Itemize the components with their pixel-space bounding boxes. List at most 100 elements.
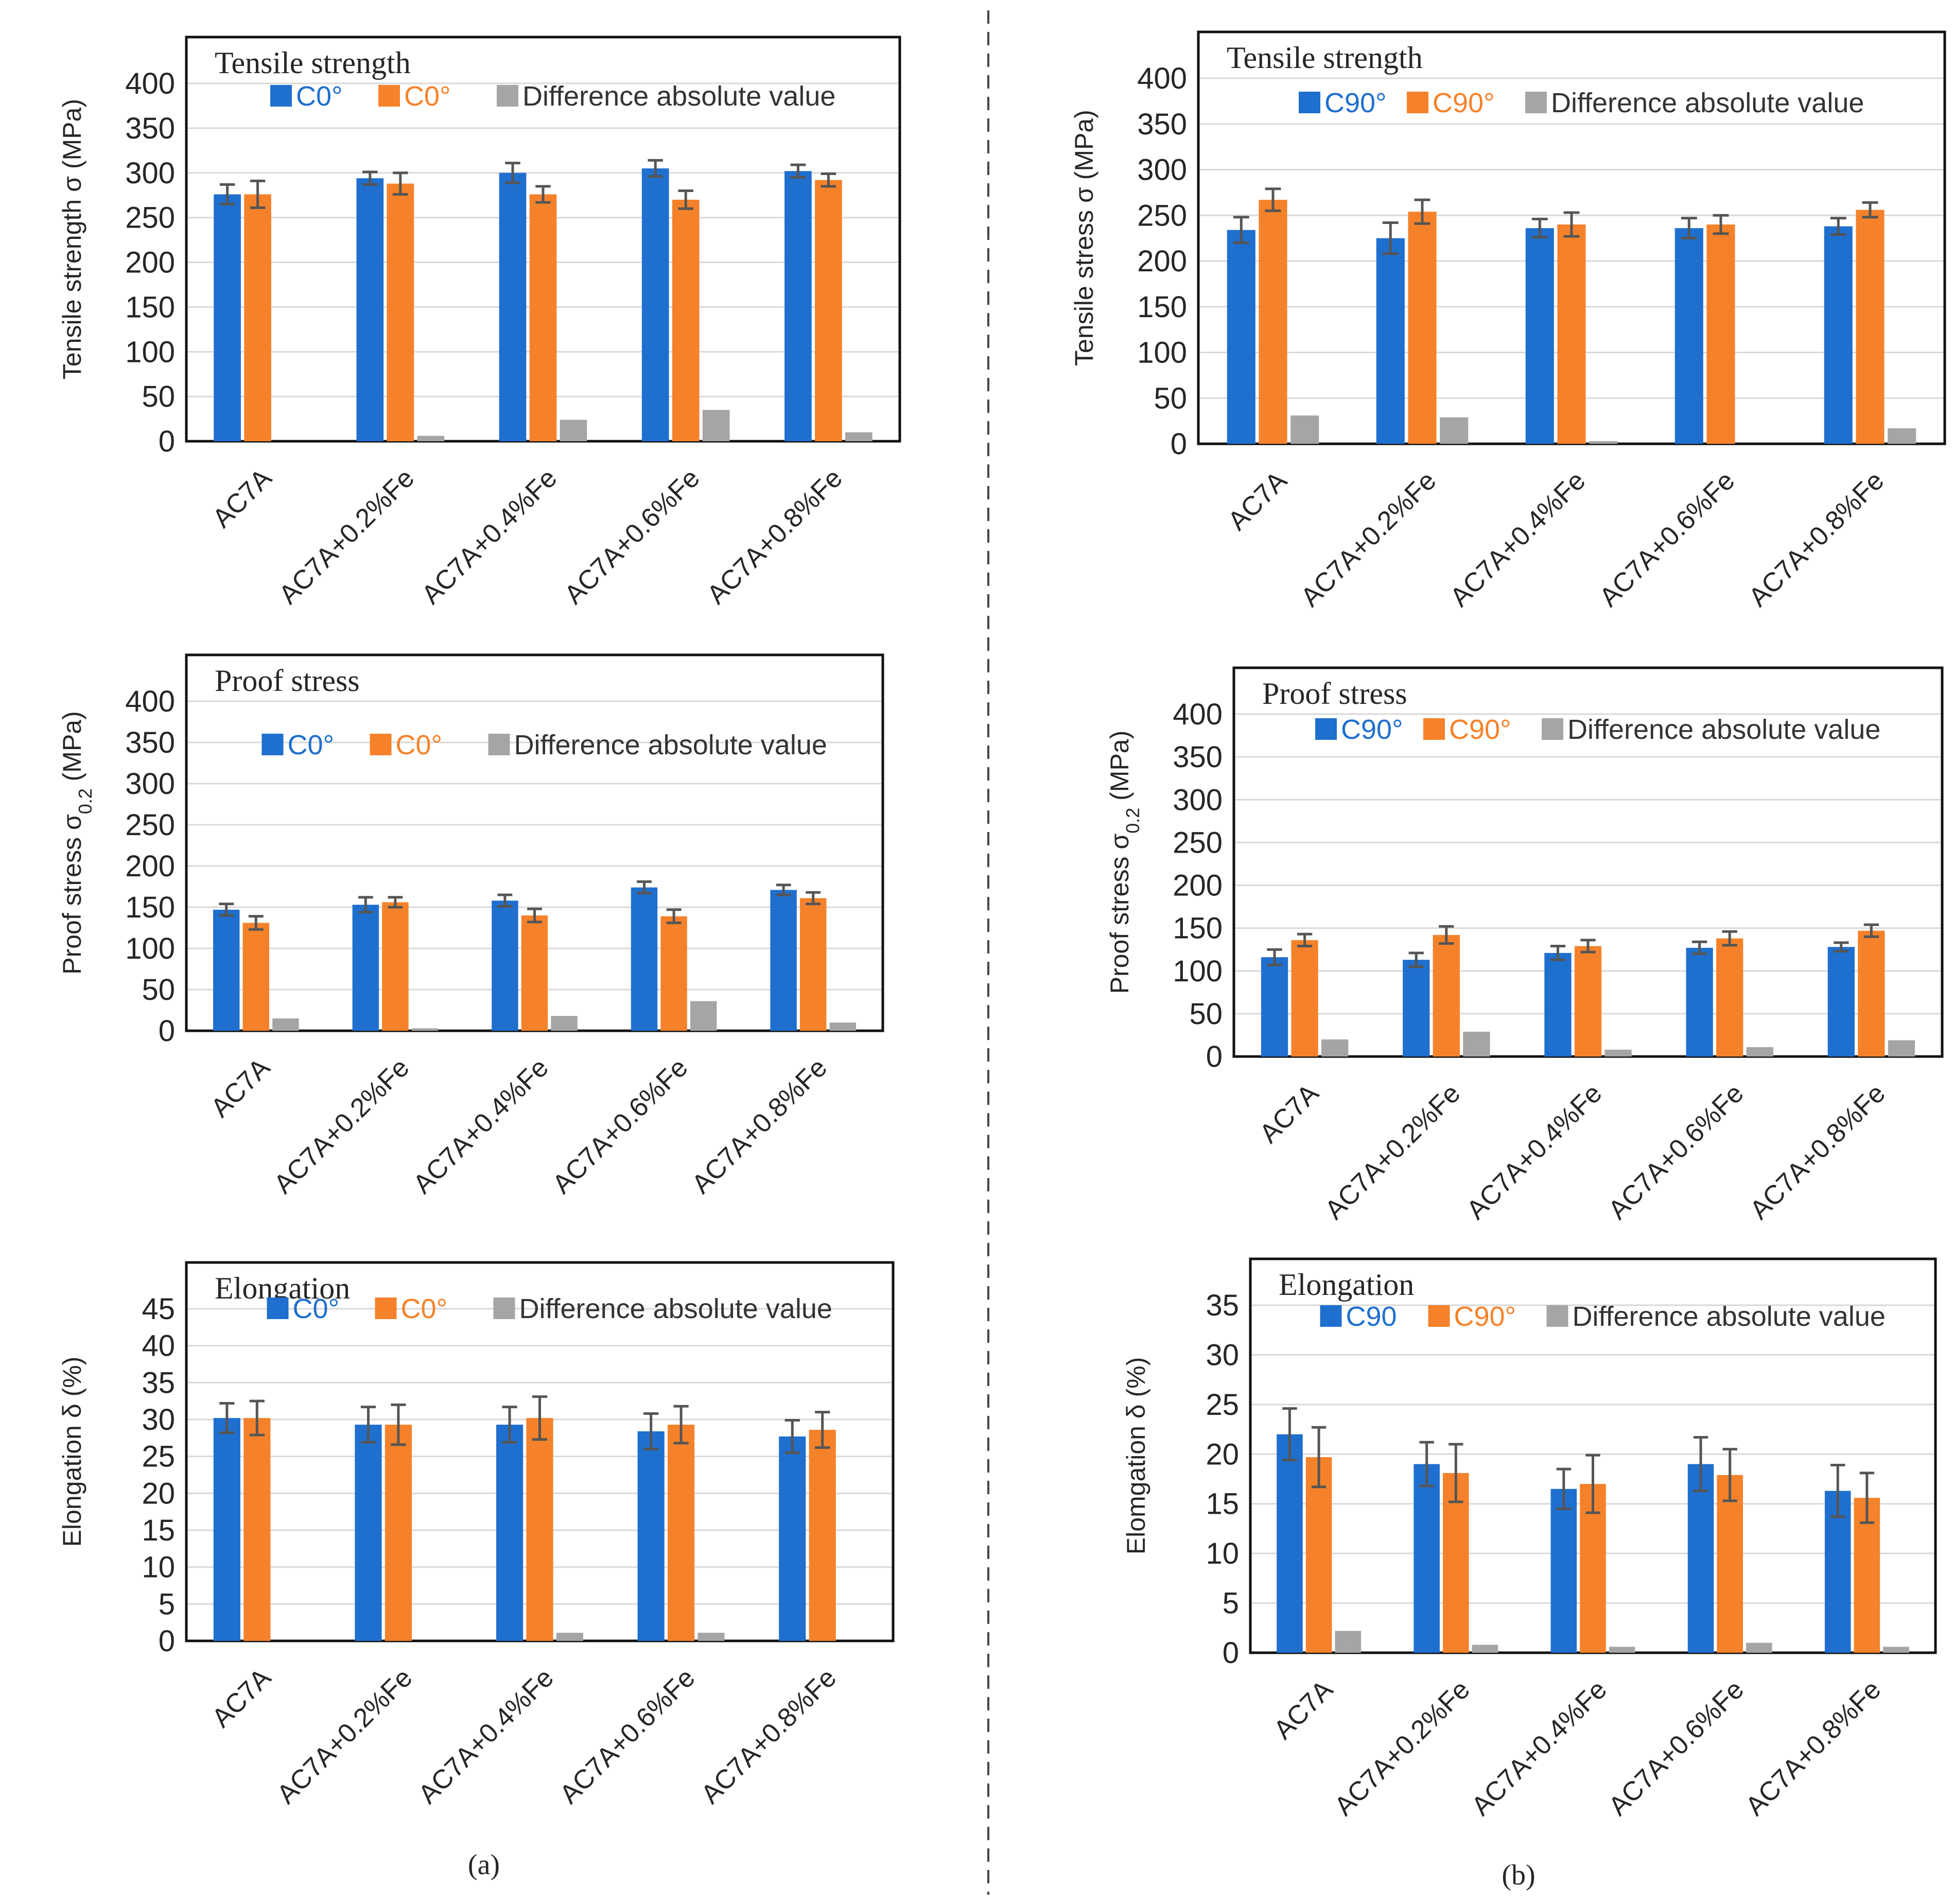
- x-category-label: AC7A+0.8%Fe: [695, 1663, 842, 1809]
- legend-label: C90°: [1449, 714, 1511, 745]
- x-category-label: AC7A+0.6%Fe: [1603, 1674, 1750, 1821]
- x-category-label: AC7A+0.4%Fe: [416, 463, 563, 610]
- legend-label: C0°: [396, 730, 443, 760]
- y-tick-label: 0: [159, 425, 175, 458]
- chart-title: Proof stress: [215, 664, 360, 698]
- legend-swatch: [375, 1297, 397, 1319]
- bar: [492, 901, 518, 1031]
- legend-label: C0°: [288, 730, 335, 760]
- bar: [1557, 224, 1586, 444]
- bar: [1408, 212, 1437, 444]
- y-axis-label: Proof stress σ0.2 (MPa): [58, 711, 96, 975]
- x-category-label: AC7A+0.8%Fe: [702, 463, 848, 610]
- y-tick-label: 150: [125, 891, 175, 924]
- chart-a-tensile: 0 50 100 150 200 250 300 350 400 Tensile strength…: [58, 36, 901, 610]
- y-axis-label: Proof stress σ0.2 (MPa): [1105, 731, 1143, 994]
- x-category-label: AC7A+0.8%Fe: [1743, 465, 1890, 612]
- x-category-label: AC7A+0.2%Fe: [1295, 465, 1442, 612]
- bar: [1827, 947, 1855, 1057]
- y-tick-label: 50: [1189, 997, 1223, 1031]
- bar: [637, 1431, 665, 1641]
- y-tick-label: 200: [125, 850, 175, 883]
- legend-swatch: [493, 1297, 515, 1319]
- bar: [243, 1418, 271, 1641]
- y-tick-label: 200: [1137, 245, 1187, 278]
- bar: [660, 916, 687, 1031]
- bar: [1717, 1475, 1743, 1653]
- chart-title: Tensile strength: [1227, 41, 1423, 75]
- bar: [702, 410, 730, 441]
- y-tick-label: 200: [125, 246, 175, 280]
- y-tick-label: 250: [125, 808, 175, 842]
- bar: [242, 923, 270, 1031]
- chart-b-elong: 0 5 10 15 20 25 30 35 Elongation Elomgation δ (%)…: [1122, 1257, 1937, 1822]
- legend-label: C90: [1346, 1301, 1397, 1332]
- x-category-label: AC7A+0.2%Fe: [1319, 1078, 1466, 1225]
- legend-label: Difference absolute value: [519, 1293, 832, 1324]
- legend-label: Difference absolute value: [522, 81, 835, 112]
- y-tick-label: 350: [125, 112, 175, 145]
- bar: [356, 178, 384, 441]
- y-tick-label: 35: [142, 1366, 175, 1399]
- legend-label: C90°: [1454, 1301, 1516, 1332]
- legend-swatch: [378, 85, 400, 107]
- y-tick-label: 0: [1223, 1636, 1239, 1670]
- legend-swatch: [1423, 718, 1445, 740]
- chart-b-proof: 0 50 100 150 200 250 300 350 400 Proof stress Proo…: [1105, 666, 1944, 1225]
- y-tick-label: 50: [1154, 382, 1187, 415]
- bar: [1440, 417, 1469, 444]
- bar: [355, 1425, 382, 1641]
- y-tick-label: 0: [159, 1014, 175, 1048]
- chart-title: Tensile strength: [215, 46, 411, 80]
- bar: [1403, 960, 1430, 1057]
- bar: [1414, 1464, 1440, 1653]
- y-tick-label: 250: [125, 201, 175, 235]
- bar: [417, 436, 445, 441]
- bar: [1550, 1488, 1577, 1653]
- bar: [784, 171, 812, 441]
- y-tick-label: 250: [1137, 199, 1187, 232]
- y-tick-label: 300: [1173, 783, 1223, 817]
- legend-label: C0°: [404, 81, 451, 112]
- bar: [1824, 226, 1853, 444]
- y-tick-label: 400: [1137, 62, 1187, 95]
- bar: [1609, 1647, 1635, 1653]
- bar: [1525, 228, 1554, 444]
- bar: [1261, 957, 1288, 1057]
- x-category-label: AC7A: [1254, 1078, 1324, 1149]
- bar: [499, 172, 527, 441]
- y-axis-label: Tensile stress σ (MPa): [1070, 110, 1098, 366]
- x-category-label: AC7A+0.8%Fe: [1740, 1674, 1887, 1821]
- x-category-label: AC7A: [207, 463, 277, 533]
- bar: [1888, 428, 1916, 444]
- bar: [668, 1425, 695, 1641]
- y-tick-label: 5: [1223, 1587, 1239, 1620]
- bar: [1716, 938, 1743, 1057]
- chart-title: Proof stress: [1262, 677, 1407, 711]
- bar: [1291, 940, 1318, 1057]
- bar: [526, 1418, 553, 1641]
- bar: [1706, 224, 1735, 444]
- x-category-label: AC7A+0.6%Fe: [1602, 1078, 1749, 1225]
- bar: [1883, 1647, 1909, 1653]
- y-tick-label: 25: [142, 1440, 175, 1474]
- x-category-label: AC7A+0.8%Fe: [686, 1052, 833, 1199]
- x-category-label: AC7A: [1268, 1674, 1339, 1745]
- bar: [213, 909, 240, 1031]
- bar: [551, 1016, 578, 1031]
- x-category-label: AC7A+0.4%Fe: [408, 1052, 554, 1199]
- bar: [411, 1028, 439, 1031]
- bar: [1321, 1039, 1349, 1057]
- legend-label: C90°: [1341, 714, 1403, 745]
- y-tick-label: 10: [1206, 1537, 1239, 1570]
- bar: [1463, 1031, 1490, 1057]
- y-tick-label: 350: [1173, 740, 1223, 774]
- legend-label: C0°: [401, 1293, 448, 1324]
- legend-label: C0°: [296, 81, 343, 112]
- bar: [1227, 230, 1255, 444]
- x-category-label: AC7A+0.2%Fe: [268, 1052, 415, 1199]
- caption-a: (a): [468, 1849, 500, 1881]
- legend-swatch: [1315, 718, 1337, 740]
- y-tick-label: 0: [159, 1624, 175, 1658]
